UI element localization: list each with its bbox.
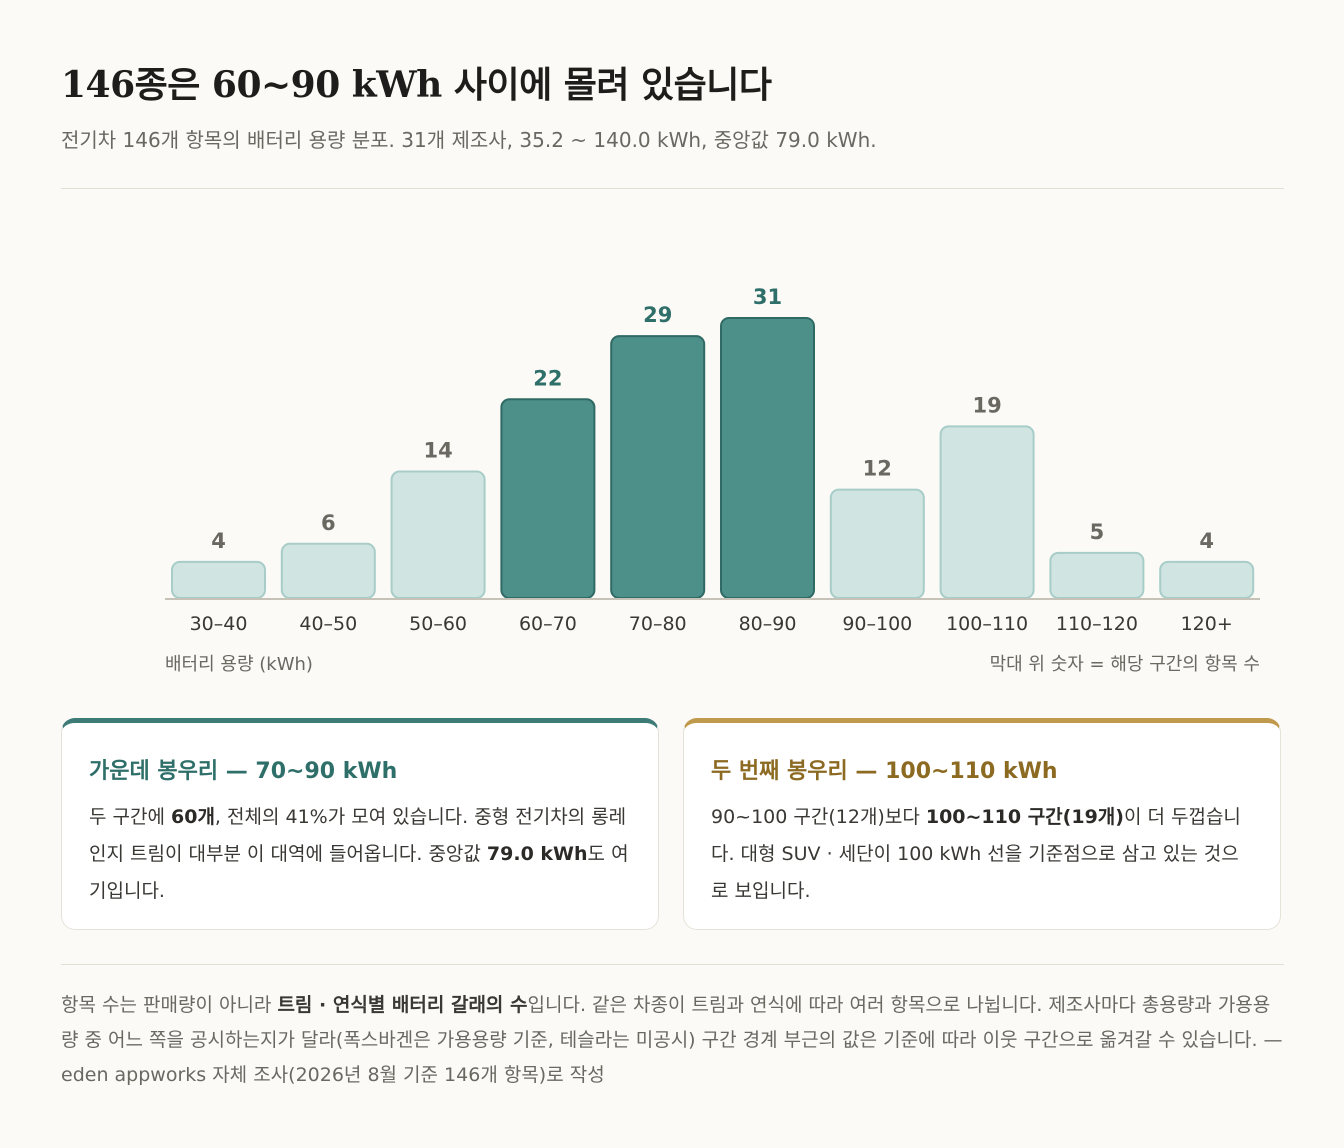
bar-60–70 xyxy=(500,398,596,599)
value-label-30–40: 4 xyxy=(211,529,226,553)
card-center-peak-title: 가운데 봉우리 — 70~90 kWh xyxy=(89,759,398,784)
top-divider xyxy=(61,188,1284,189)
value-label-90–100: 12 xyxy=(863,457,892,481)
value-label-80–90: 31 xyxy=(753,285,782,309)
bar-70–80 xyxy=(610,335,706,599)
value-label-40–50: 6 xyxy=(321,511,336,535)
bar-30–40 xyxy=(171,560,266,600)
bar-50–60 xyxy=(390,470,486,599)
value-label-60–70: 22 xyxy=(533,366,562,390)
tick-label-40–50: 40–50 xyxy=(299,613,357,635)
value-label-70–80: 29 xyxy=(643,303,672,327)
bar-40–50 xyxy=(280,542,376,600)
value-label-110–120: 5 xyxy=(1090,520,1105,544)
value-label-100–110: 19 xyxy=(972,393,1001,417)
tick-label-120+: 120+ xyxy=(1181,613,1233,635)
bottom-divider xyxy=(61,964,1284,965)
page-title: 146종은 60~90 kWh 사이에 몰려 있습니다 xyxy=(61,64,772,106)
tick-label-30–40: 30–40 xyxy=(190,613,248,635)
card-second-peak-title: 두 번째 봉우리 — 100~110 kWh xyxy=(711,759,1058,784)
card-center-peak: 가운데 봉우리 — 70~90 kWh 두 구간에 60개, 전체의 41%가 … xyxy=(61,718,659,930)
tick-label-70–80: 70–80 xyxy=(629,613,687,635)
histogram-chart: 4 30–40 6 40–50 14 50–60 22 60–70 29 70–80 31 80–90… xyxy=(165,285,1260,635)
footnote: 항목 수는 판매량이 아니라 트림 · 연식별 배터리 갈래의 수입니다. 같은… xyxy=(61,994,1283,1086)
value-label-120+: 4 xyxy=(1199,529,1214,553)
x-axis-title: 배터리 용량 (kWh) xyxy=(165,654,313,675)
tick-label-50–60: 50–60 xyxy=(409,613,467,635)
card-center-peak-text: 두 구간에 60개, 전체의 41%가 모여 있습니다. 중형 전기차의 롱레인… xyxy=(89,806,629,902)
tick-label-60–70: 60–70 xyxy=(519,613,577,635)
page-subtitle: 전기차 146개 항목의 배터리 용량 분포. 31개 제조사, 35.2 ~ … xyxy=(61,128,877,152)
bar-90–100 xyxy=(829,488,925,600)
bar-120+ xyxy=(1159,560,1255,600)
tick-label-90–100: 90–100 xyxy=(842,613,912,635)
card-second-peak-text: 90~100 구간(12개)보다 100~110 구간(19개)이 더 두껍습니… xyxy=(711,806,1241,902)
tick-label-100–110: 100–110 xyxy=(946,613,1028,635)
bar-110–120 xyxy=(1049,551,1145,600)
bar-100–110 xyxy=(939,425,1035,599)
tick-label-80–90: 80–90 xyxy=(739,613,797,635)
value-label-50–60: 14 xyxy=(423,439,452,463)
card-second-peak: 두 번째 봉우리 — 100~110 kWh 90~100 구간(12개)보다 … xyxy=(683,718,1281,930)
bar-80–90 xyxy=(720,317,815,599)
tick-label-110–120: 110–120 xyxy=(1056,613,1138,635)
chart-note: 막대 위 숫자 = 해당 구간의 항목 수 xyxy=(989,654,1260,675)
